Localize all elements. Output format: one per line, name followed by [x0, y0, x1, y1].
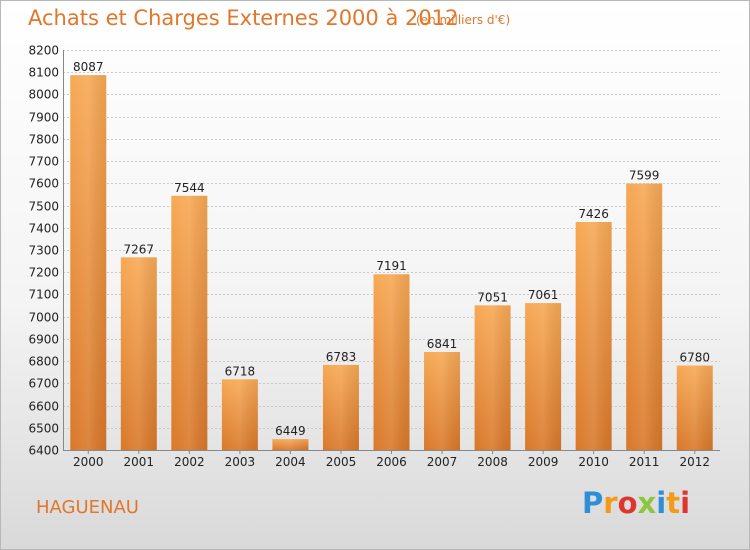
bar-value-label: 7267 — [124, 242, 155, 256]
bar-value-label: 7544 — [174, 181, 205, 195]
bar-value-label: 7426 — [578, 207, 609, 221]
y-axis: 6400 6500 6600 6700 6800 6900 7000 7100 7200 7300… — [28, 44, 64, 458]
bar-value-label: 7191 — [376, 259, 407, 273]
bar-shine — [575, 222, 612, 450]
chart-title: Achats et Charges Externes 2000 à 2012 — [28, 6, 459, 30]
y-tick-label: 7600 — [28, 177, 59, 191]
y-tick-label: 8000 — [28, 88, 59, 102]
y-tick-label: 7700 — [28, 155, 59, 169]
bar-value-label: 6780 — [679, 351, 710, 365]
y-tick-label: 7200 — [28, 266, 59, 280]
y-tick-label: 6700 — [28, 377, 59, 391]
y-tick-label: 7300 — [28, 244, 59, 258]
y-tick-label: 6400 — [28, 444, 59, 458]
bar-shine — [626, 183, 663, 451]
y-tick-label: 6600 — [28, 400, 59, 414]
bar-value-label: 8087 — [73, 60, 104, 74]
bar-value-label: 6841 — [427, 337, 458, 351]
y-tick-label: 6900 — [28, 333, 59, 347]
x-tick-label: 2007 — [427, 455, 458, 469]
bar-shine — [676, 365, 713, 450]
bar-shine — [120, 257, 157, 450]
x-tick-label: 2001 — [124, 455, 155, 469]
logo-letter: P — [582, 486, 604, 520]
logo-letter: r — [603, 486, 618, 520]
logo-letter: o — [617, 486, 638, 520]
bar-value-label: 7051 — [477, 290, 508, 304]
bar-shine — [272, 439, 309, 450]
bar-shine — [322, 364, 359, 450]
x-tick-label: 2004 — [275, 455, 306, 469]
x-tick-label: 2010 — [578, 455, 609, 469]
y-tick-label: 8200 — [28, 44, 59, 58]
y-tick-label: 7400 — [28, 222, 59, 236]
x-tick-label: 2008 — [477, 455, 508, 469]
bar-shine — [474, 305, 511, 450]
y-tick-label: 6500 — [28, 422, 59, 436]
bar-value-label: 7061 — [528, 288, 559, 302]
x-tick-label: 2012 — [679, 455, 710, 469]
x-tick-label: 2002 — [174, 455, 205, 469]
town-name: HAGUENAU — [36, 497, 139, 518]
x-tick-label: 2005 — [326, 455, 357, 469]
y-tick-label: 7100 — [28, 288, 59, 302]
logo-letter: t — [666, 486, 681, 520]
y-tick-label: 7500 — [28, 200, 59, 214]
bar-value-label: 6783 — [326, 350, 357, 364]
logo-letter: i — [680, 486, 691, 520]
bar-value-label: 6718 — [225, 364, 256, 378]
bar-shine — [221, 379, 258, 450]
x-tick-label: 2000 — [73, 455, 104, 469]
proxiti-logo: Proxiti — [582, 486, 690, 520]
x-axis: 2000 2001 2002 2003 2004 2005 2006 2007 2008 2009… — [63, 450, 720, 469]
y-tick-label: 6800 — [28, 355, 59, 369]
x-tick-label: 2006 — [376, 455, 407, 469]
x-tick-label: 2003 — [225, 455, 256, 469]
bar-shine — [70, 75, 107, 450]
y-tick-label: 7900 — [28, 111, 59, 125]
bar-value-label: 7599 — [629, 169, 660, 183]
bar-shine — [424, 352, 461, 450]
y-tick-label: 8100 — [28, 66, 59, 80]
y-tick-label: 7000 — [28, 311, 59, 325]
logo-letter: x — [637, 486, 657, 520]
bars: 8087 7267 7544 6718 6449 6783 7191 6841 7051 7061… — [70, 60, 713, 451]
bar-shine — [171, 195, 208, 450]
bar-value-label: 6449 — [275, 424, 306, 438]
x-tick-label: 2009 — [528, 455, 559, 469]
y-tick-label: 7800 — [28, 133, 59, 147]
x-tick-label: 2011 — [629, 455, 660, 469]
bar-shine — [525, 303, 562, 450]
logo-letter: i — [656, 486, 667, 520]
bar-shine — [373, 274, 410, 450]
chart-subtitle: (en milliers d'€) — [416, 13, 511, 27]
